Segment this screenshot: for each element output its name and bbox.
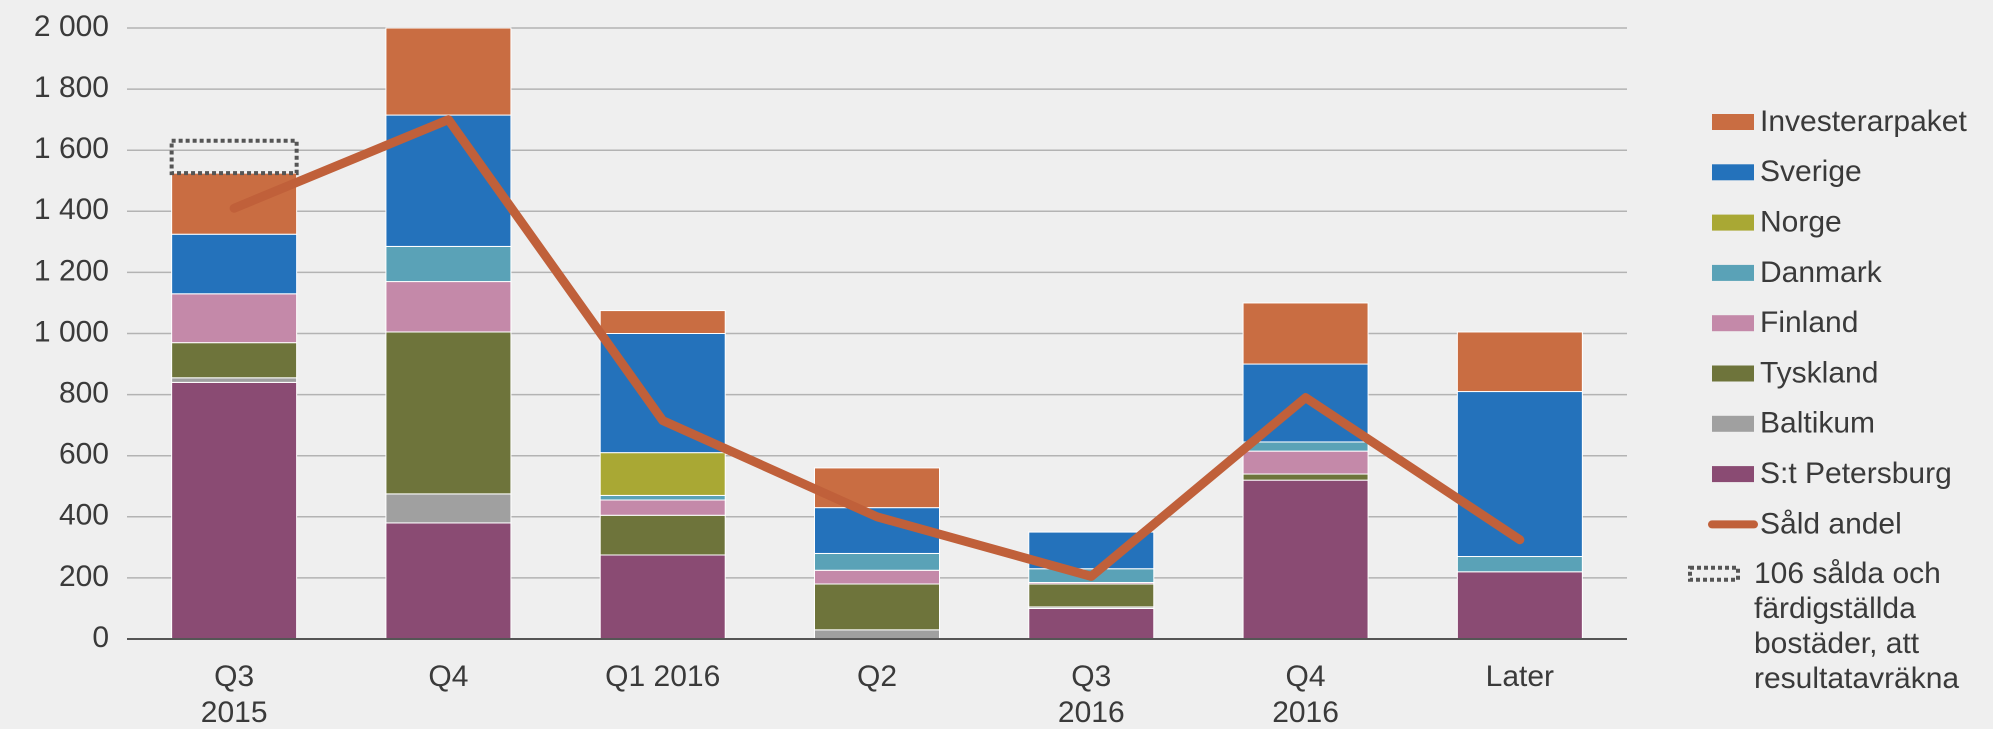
x-tick-label: Q1 2016: [605, 660, 721, 693]
bar-segment: [599, 514, 726, 556]
legend-label: Tyskland: [1760, 356, 1878, 389]
bar-segment: [1242, 441, 1369, 452]
legend-swatch: [1712, 466, 1754, 483]
legend-label: S:t Petersburg: [1760, 457, 1952, 490]
bar-segment: [1456, 556, 1583, 573]
y-tick-label: 1 200: [34, 254, 109, 287]
bar-segment: [599, 554, 726, 640]
legend-swatch: [1712, 264, 1754, 281]
legend-label: Såld andel: [1760, 507, 1902, 540]
bar-segment: [1456, 391, 1583, 558]
bar-segment: [1028, 607, 1155, 640]
bar-segment: [1456, 571, 1583, 640]
x-tick-label: Q2: [856, 660, 898, 693]
y-tick-label: 600: [59, 438, 109, 471]
legend-label: Investerarpaket: [1760, 105, 1967, 138]
bar-segment: [171, 233, 298, 295]
bar-segment: [1456, 331, 1583, 393]
bar-segment: [385, 522, 512, 640]
x-tick-label: Q4: [428, 660, 469, 693]
legend-swatch: [1712, 365, 1754, 382]
legend-swatch: [1712, 315, 1754, 332]
line-series: [229, 115, 1525, 581]
legend-label: Baltikum: [1760, 407, 1875, 440]
bar-segment: [385, 281, 512, 333]
legend-label: Norge: [1760, 206, 1842, 239]
legend-annotation: 106 sålda och färdigställda bostäder, at…: [1754, 556, 1960, 695]
legend-swatch: [1712, 164, 1754, 181]
bar-segment: [1242, 473, 1369, 481]
y-tick-label: 1 600: [34, 132, 109, 165]
y-tick-label: 1 400: [34, 193, 109, 226]
bar-segment: [385, 245, 512, 283]
bar-segment: [814, 629, 940, 640]
y-tick-label: 1 800: [34, 71, 109, 104]
y-tick-label: 0: [92, 621, 109, 654]
legend-label: Finland: [1760, 306, 1858, 339]
bar-segment: [1242, 302, 1369, 365]
x-tick-label: Later: [1485, 660, 1555, 693]
x-tick-label: Q3 2015: [200, 660, 268, 729]
x-tick-label: Q4 2016: [1272, 660, 1339, 729]
legend-swatch: [1712, 415, 1754, 432]
bar-segment: [599, 310, 726, 334]
y-tick-label: 400: [59, 499, 109, 532]
legend-swatch: [1712, 114, 1754, 130]
y-tick-label: 200: [59, 560, 109, 593]
bar-segment: [599, 333, 726, 454]
bar-segment: [1028, 583, 1155, 608]
y-tick-label: 1 000: [34, 315, 109, 348]
bar-segment: [385, 331, 512, 495]
bar-segment: [1242, 450, 1369, 475]
bar-segment: [599, 499, 726, 516]
bar-segment: [814, 569, 940, 585]
legend-label: Danmark: [1760, 256, 1883, 289]
bar-segment: [385, 27, 512, 116]
bar-segment: [599, 494, 726, 501]
bar-segment: [814, 552, 940, 571]
bar-segment: [171, 342, 298, 379]
legend-annotation-swatch: [1688, 565, 1740, 582]
legend-label: Sverige: [1760, 155, 1862, 188]
bar-segment: [171, 381, 298, 640]
bar-segment: [171, 293, 298, 344]
x-tick-label: Q3 2016: [1057, 660, 1125, 729]
bar-segment: [814, 583, 940, 631]
y-tick-label: 2 000: [34, 10, 109, 43]
bar-segment: [171, 377, 298, 383]
legend-swatch: [1712, 214, 1754, 231]
bar-segment: [1242, 479, 1369, 640]
annotation-box: [169, 138, 299, 176]
y-tick-label: 800: [59, 377, 109, 410]
bar-segment: [385, 493, 512, 524]
bar-segment: [599, 452, 726, 496]
